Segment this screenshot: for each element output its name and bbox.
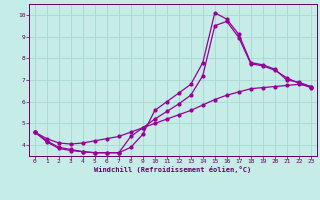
X-axis label: Windchill (Refroidissement éolien,°C): Windchill (Refroidissement éolien,°C) (94, 166, 252, 173)
